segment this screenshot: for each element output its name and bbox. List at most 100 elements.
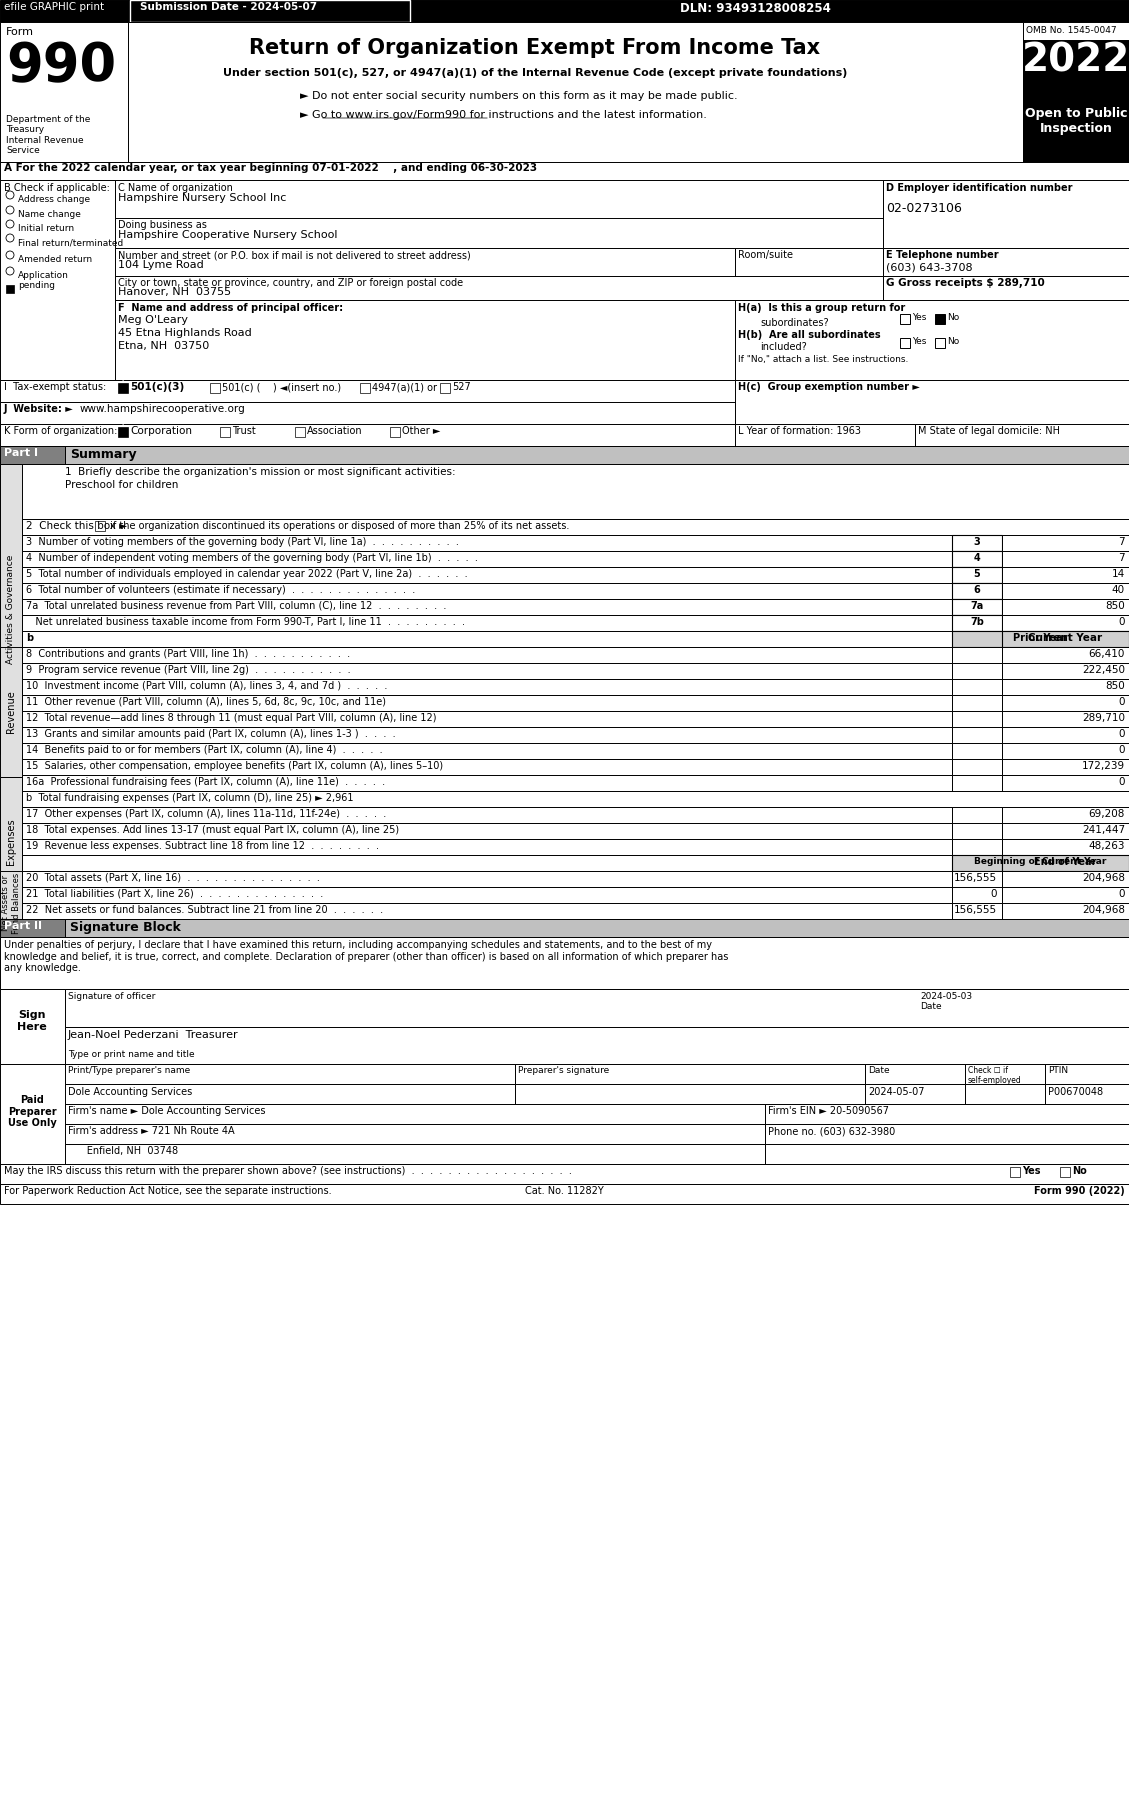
Text: Type or print name and title: Type or print name and title [68,1050,194,1059]
Text: 4: 4 [973,553,980,562]
Bar [952,775,1003,791]
Bar [21,631,952,648]
Bar [21,711,952,727]
Bar [735,424,914,446]
Bar [1003,854,1129,871]
Bar [21,678,952,695]
Bar [0,0,1129,22]
Text: 7: 7 [1119,553,1124,562]
Text: 8  Contributions and grants (Part VIII, line 1h)  .  .  .  .  .  .  .  .  .  .  : 8 Contributions and grants (Part VIII, l… [26,649,350,658]
Text: efile GRAPHIC print: efile GRAPHIC print [5,2,104,13]
Bar [952,824,1003,840]
Text: 4947(a)(1) or: 4947(a)(1) or [371,383,437,392]
Text: Date: Date [868,1067,890,1076]
Text: I  Tax-exempt status:: I Tax-exempt status: [5,383,106,392]
Bar [0,989,65,1065]
Bar [65,1085,515,1105]
Text: Dole Accounting Services: Dole Accounting Services [68,1087,192,1097]
Bar [21,568,952,582]
Bar [1023,22,1129,161]
Text: Yes: Yes [912,314,927,323]
Text: 66,410: 66,410 [1088,649,1124,658]
Text: Beginning of Current Year: Beginning of Current Year [974,856,1106,865]
Bar [21,744,952,758]
Text: P00670048: P00670048 [1048,1087,1103,1097]
Bar [765,1145,1129,1165]
Bar [952,662,1003,678]
Text: 527: 527 [452,383,471,392]
Bar [1003,887,1129,903]
Text: 156,555: 156,555 [954,905,997,914]
Text: 9  Program service revenue (Part VIII, line 2g)  .  .  .  .  .  .  .  .  .  .  .: 9 Program service revenue (Part VIII, li… [26,666,351,675]
Text: Paid
Preparer
Use Only: Paid Preparer Use Only [8,1096,56,1128]
Bar [952,744,1003,758]
Text: ✓: ✓ [119,421,128,430]
Text: b: b [26,633,33,642]
Bar [952,678,1003,695]
Text: 14  Benefits paid to or for members (Part IX, column (A), line 4)  .  .  .  .  .: 14 Benefits paid to or for members (Part… [26,746,383,755]
Bar [65,1105,765,1125]
Bar [883,276,1129,299]
Bar [1003,840,1129,854]
Text: L Year of formation: 1963: L Year of formation: 1963 [738,426,861,435]
Bar [1023,40,1129,100]
Text: Summary: Summary [70,448,137,461]
Bar [1003,568,1129,582]
Text: 48,263: 48,263 [1088,842,1124,851]
Bar [735,299,1129,379]
Text: 0: 0 [990,889,997,900]
Bar [1045,1085,1129,1105]
Bar [952,648,1003,662]
Text: For Paperwork Reduction Act Notice, see the separate instructions.: For Paperwork Reduction Act Notice, see … [5,1186,332,1195]
Bar [21,824,952,840]
Text: Firm's address ► 721 Nh Route 4A: Firm's address ► 721 Nh Route 4A [68,1126,235,1136]
Text: 0: 0 [1119,729,1124,738]
Text: Room/suite: Room/suite [738,250,793,259]
Bar [965,1065,1045,1085]
Bar [21,887,952,903]
Text: Amended return: Amended return [18,256,93,265]
Text: H(b)  Are all subordinates: H(b) Are all subordinates [738,330,881,339]
Text: 3  Number of voting members of the governing body (Part VI, line 1a)  .  .  .  .: 3 Number of voting members of the govern… [26,537,458,548]
Text: Enfield, NH  03748: Enfield, NH 03748 [68,1146,178,1156]
Bar [21,758,952,775]
Bar [1003,727,1129,744]
Text: Department of the
Treasury
Internal Revenue
Service: Department of the Treasury Internal Reve… [6,114,90,156]
Bar [0,446,1129,464]
Bar [935,314,945,325]
Text: 222,450: 222,450 [1082,666,1124,675]
Bar [515,1065,865,1085]
Text: 5: 5 [973,570,980,579]
Bar [1003,744,1129,758]
Bar [21,695,952,711]
Bar [1003,775,1129,791]
Text: If "No," attach a list. See instructions.: If "No," attach a list. See instructions… [738,356,909,365]
Text: Firm's EIN ► 20-5090567: Firm's EIN ► 20-5090567 [768,1107,889,1116]
Bar [0,938,1129,989]
Bar [0,920,1129,938]
Text: Return of Organization Exempt From Income Tax: Return of Organization Exempt From Incom… [250,38,821,58]
Text: Revenue: Revenue [6,691,16,733]
Text: Part II: Part II [5,922,42,931]
Bar [1060,1166,1070,1177]
Bar [1003,631,1129,648]
Bar [952,631,1129,648]
Bar [21,535,952,551]
Text: ► Go to www.irs.gov/Form990 for instructions and the latest information.: ► Go to www.irs.gov/Form990 for instruct… [300,111,707,120]
Bar [952,695,1003,711]
Bar [440,383,450,394]
Text: Check ☐ if
self-employed: Check ☐ if self-employed [968,1067,1022,1085]
Text: May the IRS discuss this return with the preparer shown above? (see instructions: May the IRS discuss this return with the… [5,1166,572,1175]
Bar [95,521,105,532]
Bar [0,920,65,938]
Bar [883,180,1129,249]
Bar [765,1105,1129,1125]
Text: 1  Briefly describe the organization's mission or most significant activities:: 1 Briefly describe the organization's mi… [65,466,456,477]
Bar [965,1085,1045,1105]
Bar [360,383,370,394]
Text: Preparer's signature: Preparer's signature [518,1067,610,1076]
Text: 204,968: 204,968 [1082,873,1124,883]
Text: DLN: 93493128008254: DLN: 93493128008254 [680,2,831,15]
Text: H(a)  Is this a group return for: H(a) Is this a group return for [738,303,905,314]
Text: 10  Investment income (Part VIII, column (A), lines 3, 4, and 7d )  .  .  .  .  : 10 Investment income (Part VIII, column … [26,680,387,691]
